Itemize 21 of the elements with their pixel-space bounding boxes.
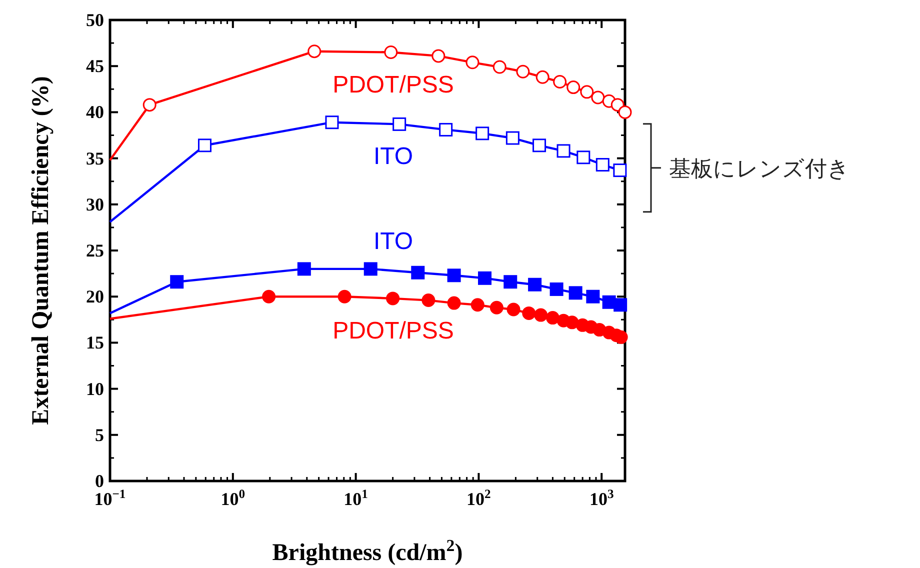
y-tick-label: 40	[86, 102, 104, 122]
series-label: PDOT/PSS	[332, 71, 454, 98]
y-axis-title: External Quantum Efficiency (%)	[28, 76, 54, 425]
x-tick-label: 10$^{1}$	[344, 487, 368, 509]
y-tick-label: 50	[86, 10, 104, 30]
series-label: PDOT/PSS	[332, 317, 454, 344]
y-tick-label: 30	[86, 194, 104, 214]
y-tick-label: 10	[86, 378, 104, 399]
y-tick-label: 45	[86, 56, 104, 76]
y-tick-label: 15	[86, 332, 104, 353]
series-label: ITO	[373, 143, 414, 170]
x-tick-label: 10$^{2}$	[466, 487, 491, 509]
x-tick-label: 10$^{3}$	[589, 487, 614, 509]
y-tick-label: 25	[86, 240, 104, 260]
series-label: ITO	[373, 228, 414, 255]
y-tick-label: 35	[86, 148, 104, 168]
x-tick-label: 10$^{0}$	[220, 487, 246, 509]
text: 基板にレンズ付き	[669, 156, 850, 181]
y-tick-label: 20	[86, 286, 104, 307]
x-axis-title: Brightness (cd/m$^{2}$)	[272, 536, 463, 566]
y-tick-label: 5	[95, 424, 104, 445]
